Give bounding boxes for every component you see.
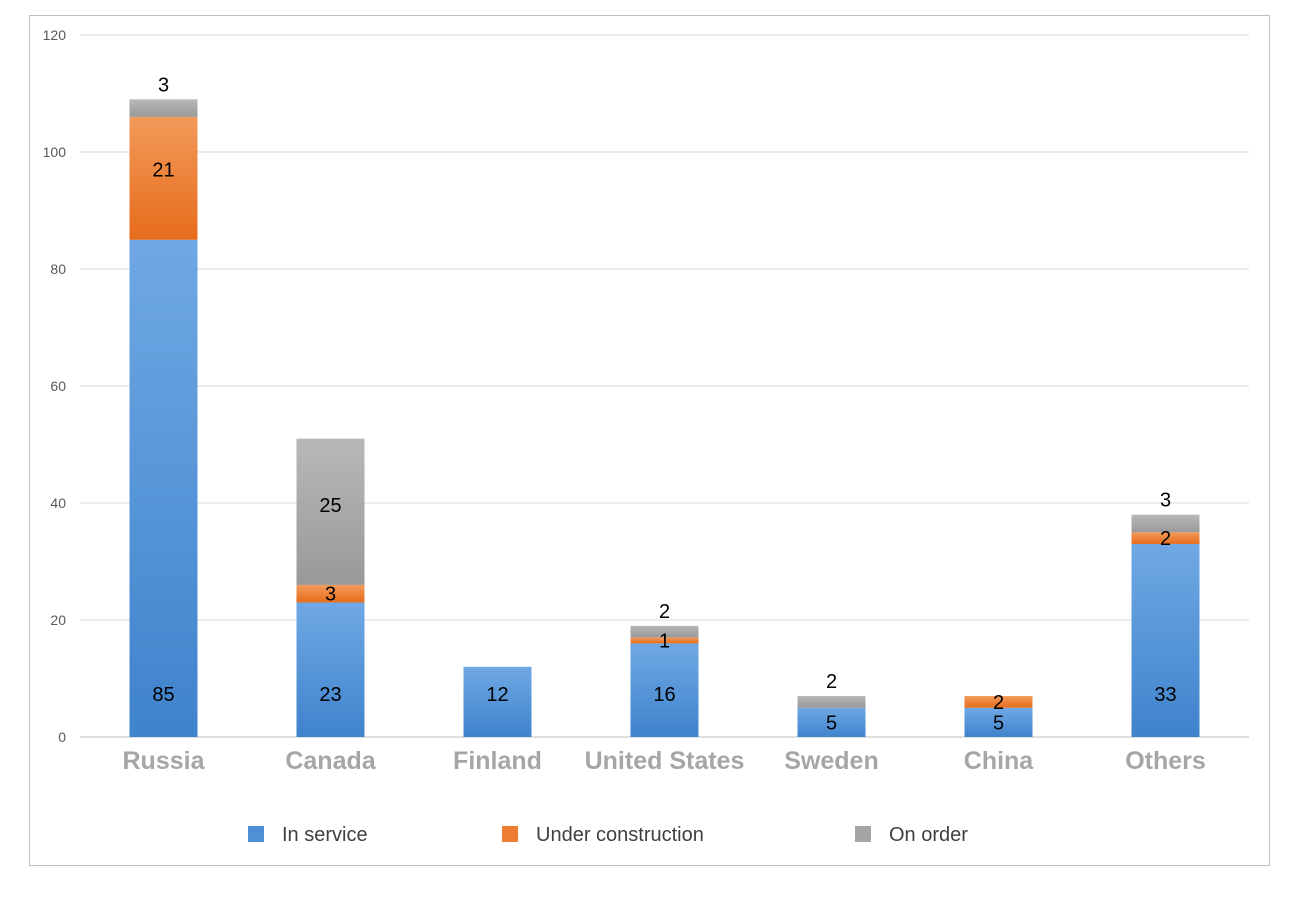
bar-finland-in-service	[463, 666, 532, 737]
y-tick-label-80: 80	[50, 261, 66, 277]
data-label-united-states-under-construction: 1	[659, 630, 670, 652]
category-label-united-states: United States	[585, 747, 745, 775]
data-label-sweden-on-order: 2	[826, 671, 837, 693]
data-label-russia-on-order: 3	[158, 74, 169, 96]
data-label-russia-in-service: 85	[152, 684, 174, 706]
bar-russia-in-service	[129, 239, 198, 737]
x-axis-categories: Russia Canada Finland United States Sweden Ch…	[123, 747, 1206, 775]
bar-china-under-construction	[964, 696, 1033, 708]
data-label-canada-on-order: 25	[319, 495, 341, 517]
data-label-others-under-construction: 2	[1160, 528, 1171, 550]
bar-others-in-service	[1131, 543, 1200, 737]
bar-china-in-service	[964, 707, 1033, 737]
bar-others-on-order	[1131, 514, 1200, 533]
bar-united-states-under-construction	[630, 637, 699, 644]
y-tick-label-40: 40	[50, 495, 66, 511]
data-label-sweden-in-service: 5	[826, 712, 837, 734]
y-tick-label-120: 120	[43, 27, 67, 43]
bar-canada-in-service	[296, 602, 365, 737]
category-label-others: Others	[1125, 747, 1206, 775]
data-label-others-on-order: 3	[1160, 490, 1171, 512]
y-tick-label-60: 60	[50, 378, 66, 394]
legend-swatch-on-order	[855, 826, 871, 842]
bar-united-states-in-service	[630, 643, 699, 737]
data-label-finland-in-service: 12	[486, 684, 508, 706]
data-label-canada-in-service: 23	[319, 684, 341, 706]
data-label-canada-under-construction: 3	[325, 584, 336, 606]
legend: In service Under construction On order	[248, 824, 968, 846]
category-label-finland: Finland	[453, 747, 542, 775]
bar-others-under-construction	[1131, 532, 1200, 544]
bar-united-states-on-order	[630, 625, 699, 638]
data-label-others-in-service: 33	[1154, 684, 1176, 706]
legend-swatch-under-construction	[502, 826, 518, 842]
data-label-china-in-service: 5	[993, 712, 1004, 734]
y-tick-label-0: 0	[58, 729, 66, 745]
gridlines	[80, 34, 1249, 738]
category-label-sweden: Sweden	[784, 747, 878, 775]
legend-label-on-order: On order	[889, 824, 968, 846]
data-label-china-under-construction: 2	[993, 692, 1004, 714]
data-label-russia-under-construction: 21	[152, 159, 174, 181]
bar-russia-under-construction	[129, 116, 198, 240]
legend-label-under-construction: Under construction	[536, 824, 704, 846]
data-label-united-states-in-service: 16	[653, 684, 675, 706]
bar-sweden-in-service	[797, 707, 866, 737]
bar-sweden-on-order	[797, 696, 866, 708]
bar-canada-under-construction	[296, 584, 365, 603]
legend-swatch-in-service	[248, 826, 264, 842]
legend-label-in-service: In service	[282, 824, 368, 846]
y-tick-label-100: 100	[43, 144, 67, 160]
y-tick-label-20: 20	[50, 612, 66, 628]
bar-russia-on-order	[129, 99, 198, 117]
category-label-china: China	[964, 747, 1035, 775]
bar-canada-on-order	[296, 438, 365, 585]
bars	[129, 99, 1200, 737]
y-axis-ticks: 0 20 40 60 80 100 120	[43, 27, 67, 745]
category-label-canada: Canada	[285, 747, 376, 775]
category-label-russia: Russia	[123, 747, 206, 775]
data-label-united-states-on-order: 2	[659, 601, 670, 623]
